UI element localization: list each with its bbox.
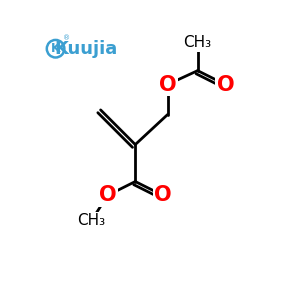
Text: O: O: [154, 185, 172, 206]
Text: CH₃: CH₃: [184, 35, 212, 50]
Text: ®: ®: [63, 36, 70, 42]
Text: CH₃: CH₃: [77, 213, 105, 228]
Text: O: O: [99, 185, 116, 206]
Text: Kuujia: Kuujia: [54, 40, 117, 58]
Text: O: O: [217, 74, 234, 94]
Text: K: K: [51, 42, 60, 55]
Text: O: O: [159, 74, 176, 94]
